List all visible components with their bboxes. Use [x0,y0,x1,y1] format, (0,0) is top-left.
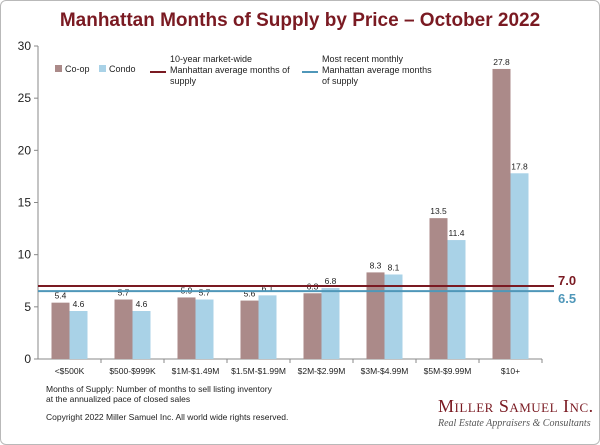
coop-bar [240,300,259,359]
condo-bar [132,311,151,359]
coop-bar [429,218,448,359]
x-tick-label: $3M-$4.99M [361,366,409,376]
bar-value-label: 4.6 [73,299,85,309]
condo-bar [195,299,214,359]
coop-bar [366,272,385,359]
brand-block: Miller Samuel Inc. Real Estate Appraiser… [438,396,594,429]
chart-title: Manhattan Months of Supply by Price – Oc… [59,10,541,31]
coop-bar [51,302,70,359]
condo-bar [447,240,466,359]
x-tick-label: $500-$999K [109,366,156,376]
bar-value-label: 6.1 [262,283,274,293]
y-tick-label: 25 [18,91,32,105]
y-tick-label: 15 [18,196,32,210]
condo-bar [258,295,277,359]
bar-value-label: 5.7 [118,288,130,298]
y-tick-label: 20 [18,143,32,157]
condo-bar [321,288,340,359]
y-tick-label: 30 [18,39,32,53]
brand-tagline: Real Estate Appraisers & Consultants [438,418,591,429]
x-tick-label: $1M-$1.49M [172,366,220,376]
x-tick-label: $10+ [501,366,520,376]
ten-year-average-legend-label: supply [170,76,197,86]
bars: 5.44.65.74.65.95.75.66.16.36.88.38.113.5… [51,57,529,359]
coop-legend-label: Co-op [65,64,90,74]
x-tick-labels: <$500K $500-$999K $1M-$1.49M $1.5M-$1.99M $2… [55,359,543,376]
axes [37,46,542,360]
bar-value-label: 27.8 [493,57,510,67]
months-of-supply-definition: Months of Supply: Number of months to se… [46,384,272,404]
bar-value-label: 5.7 [199,288,211,298]
y-ticks: 0 5 10 15 20 25 30 [18,39,38,366]
bar-value-label: 11.4 [449,228,465,238]
condo-bar [384,274,403,359]
bar-value-label: 13.5 [430,206,447,216]
coop-legend-swatch [55,65,62,72]
coop-bar [114,299,133,359]
recent-average-legend-label: of supply [322,76,359,86]
condo-bar [510,173,529,359]
coop-bar [303,293,322,359]
condo-legend-swatch [99,65,106,72]
bar-value-label: 6.8 [325,276,337,286]
brand-name: Miller Samuel Inc. [438,396,594,416]
coop-bar [177,297,196,359]
coop-bar [492,68,511,359]
ten-year-average-legend-label: Manhattan average months of [170,65,290,75]
recent-average-value: 6.5 [558,291,576,306]
y-tick-label: 5 [24,300,31,314]
bar-value-label: 8.3 [370,260,382,270]
bar-value-label: 4.6 [136,299,148,309]
copyright-notice: Copyright 2022 Miller Samuel Inc. All wo… [46,412,289,422]
reference-lines: 7.06.5 [38,273,576,306]
x-tick-label: $1.5M-$1.99M [231,366,286,376]
condo-bar [69,311,88,359]
ten-year-average-value: 7.0 [558,273,576,288]
x-tick-label: $5M-$9.99M [424,366,472,376]
recent-average-legend-label: Most recent monthly [322,54,404,64]
recent-average-legend-label: Manhattan average months [322,65,432,75]
x-tick-label: $2M-$2.99M [298,366,346,376]
bar-value-label: 5.6 [244,289,256,299]
bar-value-label: 8.1 [388,262,400,272]
ten-year-average-legend-label: 10-year market-wide [170,54,252,64]
bar-value-label: 17.8 [511,161,528,171]
y-tick-label: 0 [24,352,31,366]
y-tick-label: 10 [18,248,32,262]
condo-legend-label: Condo [109,64,136,74]
bar-value-label: 5.4 [55,291,67,301]
x-tick-label: <$500K [55,366,85,376]
